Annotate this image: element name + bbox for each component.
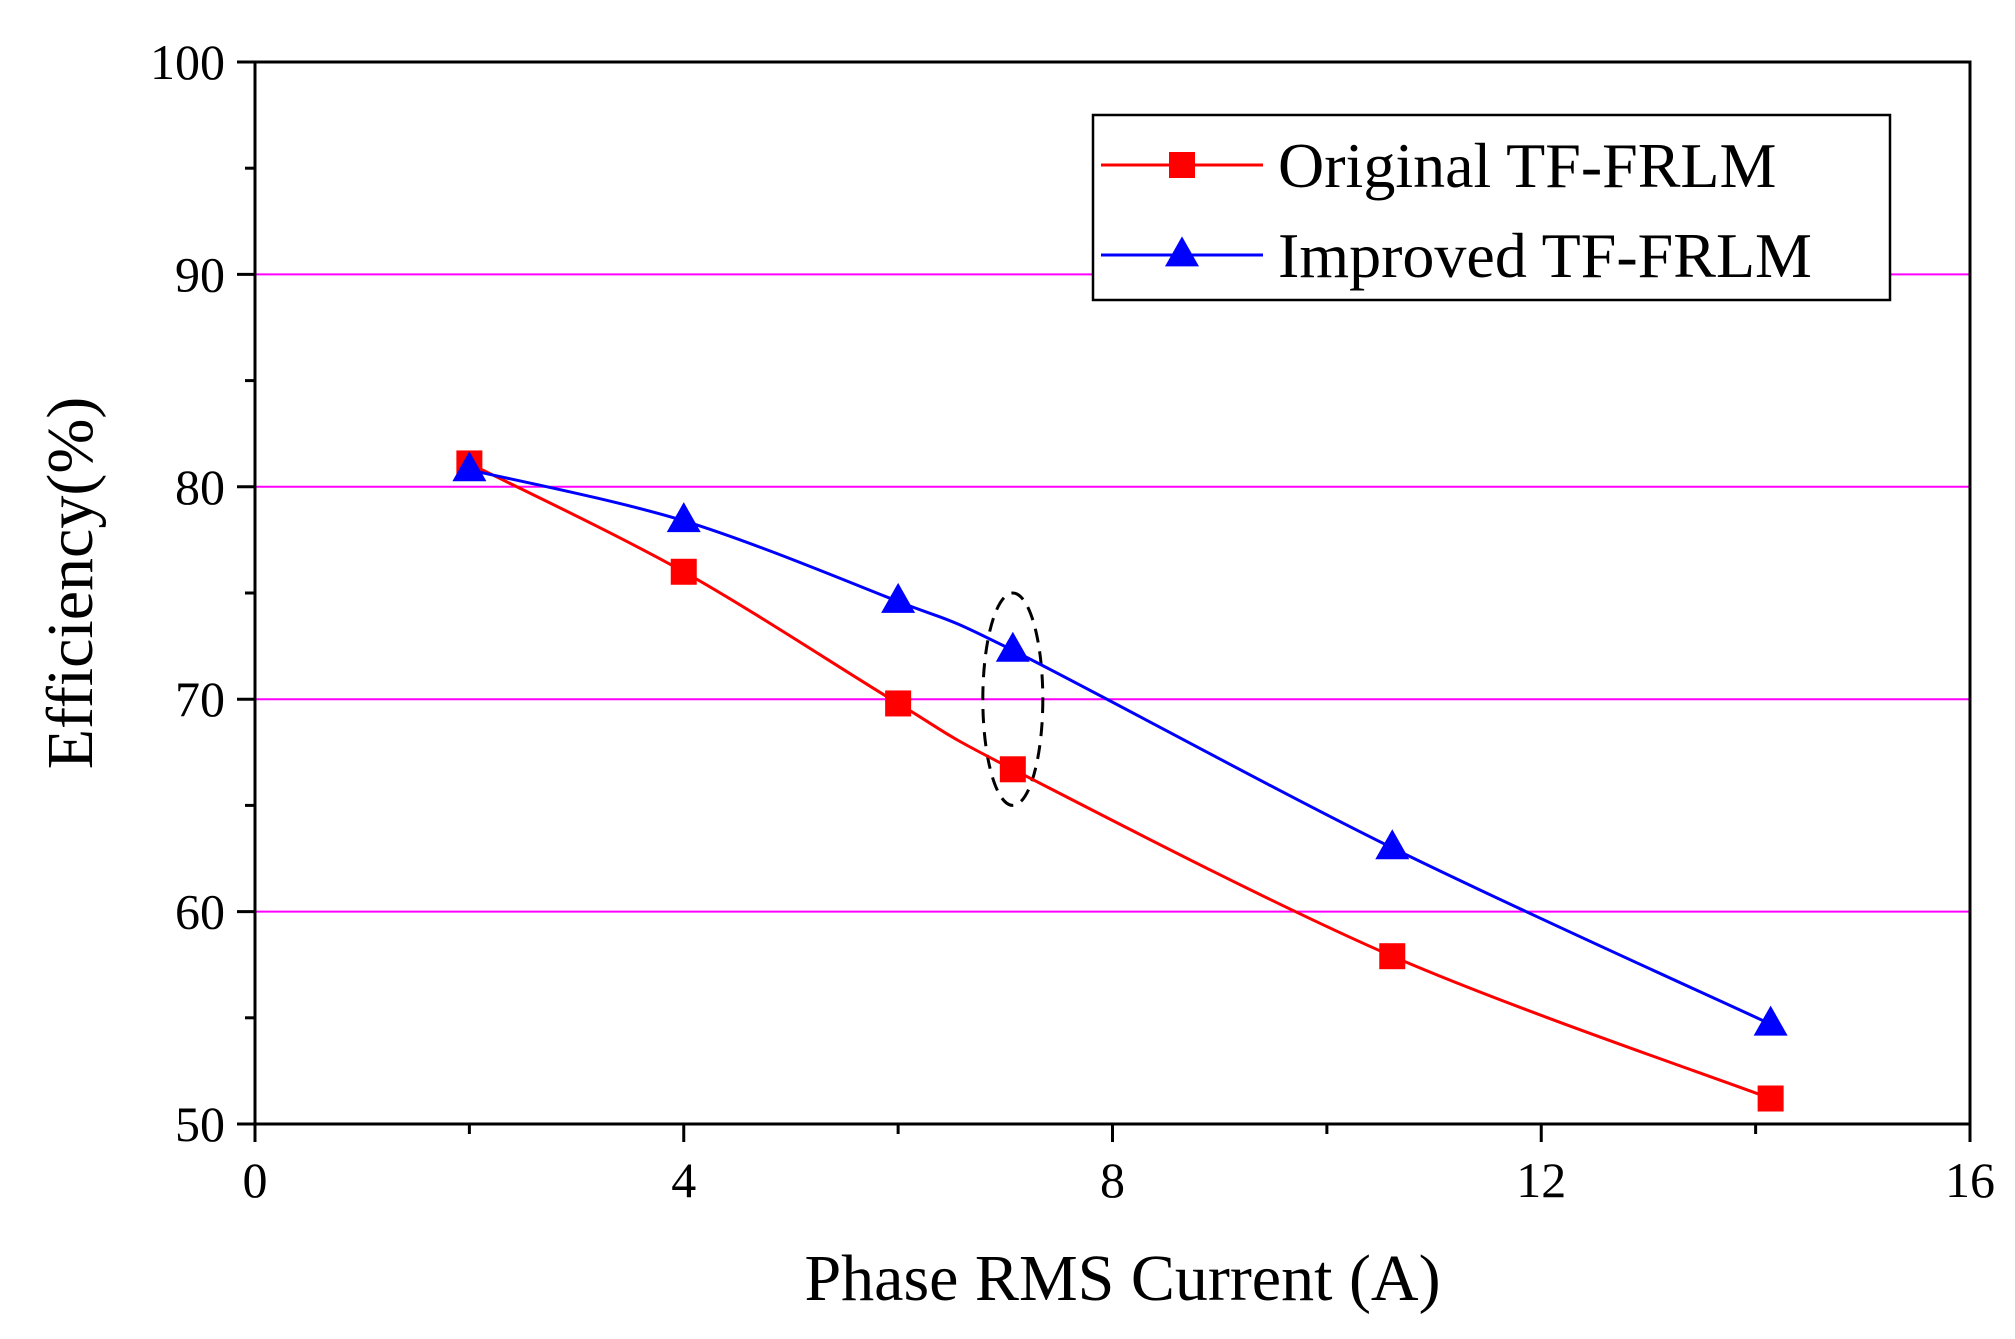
legend-item-1: Original TF-FRLM	[1101, 130, 1776, 201]
legend-label: Improved TF-FRLM	[1278, 220, 1812, 291]
legend: Original TF-FRLM Improved TF-FRLM	[1091, 113, 1892, 302]
gridlines	[255, 273, 1970, 913]
data-point	[1757, 1085, 1784, 1112]
data-point	[999, 756, 1026, 783]
data-point	[1375, 829, 1410, 860]
legend-item-2: Improved TF-FRLM	[1101, 220, 1812, 291]
x-tick-label: 0	[243, 1152, 268, 1208]
y-tick-label: 70	[175, 671, 225, 727]
data-point	[666, 502, 701, 533]
y-tick-label: 90	[175, 246, 225, 302]
annotation	[981, 591, 1045, 807]
y-tick-label: 50	[175, 1096, 225, 1152]
series-group	[452, 450, 1788, 1112]
y-tick-label: 100	[150, 34, 225, 90]
series-line	[469, 468, 1772, 1026]
legend-label: Original TF-FRLM	[1278, 130, 1776, 201]
x-axis-title: Phase RMS Current (A)	[804, 1242, 1440, 1315]
data-point	[885, 690, 912, 717]
x-tick-label: 8	[1100, 1152, 1125, 1208]
y-tick-label: 60	[175, 884, 225, 940]
data-point	[452, 451, 487, 482]
legend-box	[1091, 113, 1892, 302]
axes: 0 4 8 12 16 50 60 70 80 90 100	[150, 34, 1995, 1208]
y-tick-label: 80	[175, 459, 225, 515]
x-tick-label: 12	[1516, 1152, 1566, 1208]
y-axis-title: Efficiency(%)	[34, 397, 107, 770]
data-point	[881, 582, 916, 613]
legend-marker	[1165, 236, 1199, 267]
legend-marker	[1169, 152, 1195, 178]
highlight-ellipse	[981, 591, 1045, 807]
x-tick-label: 16	[1945, 1152, 1995, 1208]
series-1	[456, 450, 1784, 1112]
data-point	[670, 558, 697, 585]
x-tick-label: 4	[671, 1152, 696, 1208]
data-point	[1379, 943, 1406, 970]
series-2	[452, 451, 1788, 1036]
data-point	[995, 631, 1030, 662]
series-line	[468, 462, 1772, 1100]
data-point	[1753, 1005, 1788, 1036]
